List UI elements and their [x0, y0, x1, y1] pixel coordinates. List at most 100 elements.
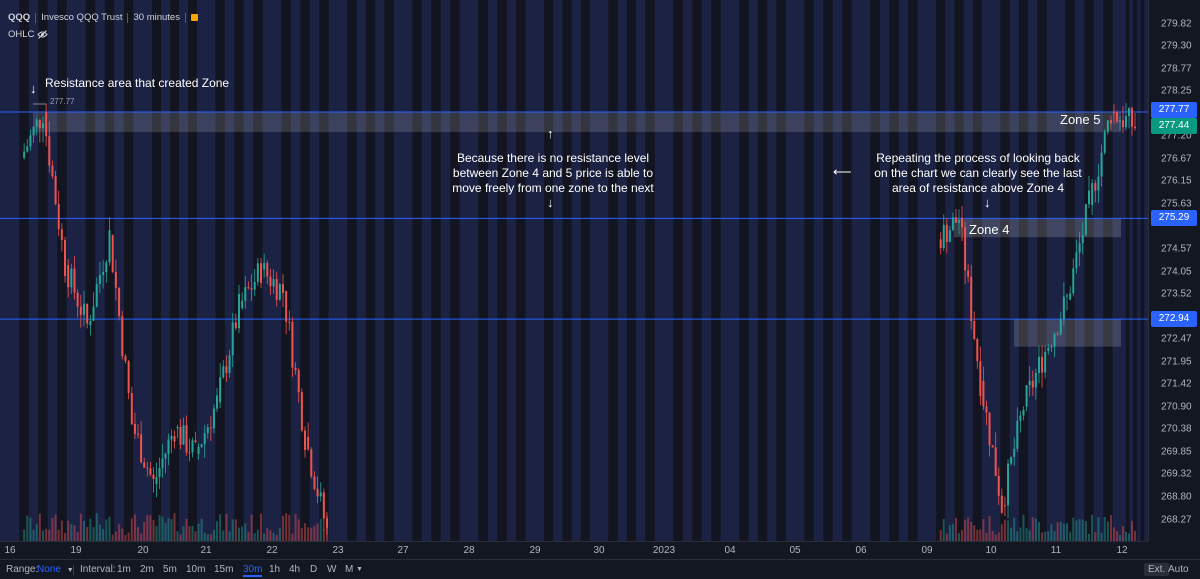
session-band	[991, 0, 1001, 541]
session-band	[525, 0, 535, 541]
volume-bar	[23, 529, 26, 541]
candle-body	[1010, 456, 1013, 464]
auto-scale-button[interactable]: Auto	[1168, 564, 1189, 575]
volume-bar	[310, 527, 313, 541]
candle-body	[200, 444, 203, 447]
candle-body	[67, 265, 70, 288]
candle-body	[149, 468, 152, 475]
volume-bar	[269, 530, 272, 541]
candle-body	[194, 440, 197, 443]
session-band	[785, 0, 795, 541]
candle-body	[121, 316, 124, 357]
market-status-icon	[190, 14, 198, 21]
chart-area[interactable]: QQQ Invesco QQQ Trust 30 minutes OHLC ↓ …	[0, 0, 1148, 541]
volume-bar	[1084, 520, 1087, 541]
interval-m-button[interactable]: M	[345, 564, 354, 575]
down-arrow-icon: ↓	[30, 81, 37, 96]
candle-body	[1072, 268, 1075, 294]
volume-bar	[60, 520, 63, 541]
candle-body	[158, 468, 161, 478]
volume-bar	[1007, 520, 1010, 541]
volume-bar	[105, 519, 108, 541]
session-band	[47, 0, 58, 541]
volume-bar	[95, 513, 98, 541]
interval-10m-button[interactable]: 10m	[186, 564, 206, 575]
volume-bar	[216, 521, 218, 541]
session-band	[114, 0, 124, 541]
candle-body	[173, 436, 176, 442]
volume-bar	[997, 532, 1000, 541]
volume-bar	[35, 524, 38, 541]
eye-hidden-icon[interactable]	[37, 30, 49, 39]
price-chart[interactable]	[0, 0, 1148, 541]
volume-bar	[250, 514, 253, 541]
interval-1m-button[interactable]: 1m	[117, 564, 131, 575]
candle-body	[1053, 333, 1056, 347]
candle-body	[143, 462, 146, 468]
price-tick: 279.82	[1161, 18, 1192, 30]
interval-4h-button[interactable]: 4h	[289, 564, 301, 575]
candle-body	[1081, 235, 1084, 244]
volume-bar	[994, 534, 997, 541]
candle-body	[319, 492, 322, 497]
annotation-line: Because there is no resistance level	[456, 151, 650, 165]
volume-bar	[200, 518, 203, 541]
candle-body	[170, 436, 173, 440]
candle-body	[1034, 372, 1037, 388]
volume-bar	[247, 531, 250, 541]
volume-bar	[140, 533, 143, 541]
volume-bar	[1116, 531, 1118, 541]
time-axis[interactable]: 16 19 20 21 22 23 27 28 29 30 2023 04 05 06 09 10 11 12	[0, 541, 1148, 559]
ohlc-legend[interactable]: OHLC	[8, 29, 49, 40]
volume-bar	[29, 517, 32, 541]
candle-body	[1041, 356, 1044, 373]
session-band	[1122, 0, 1126, 541]
candle-body	[1116, 112, 1118, 122]
volume-bar	[197, 523, 200, 541]
volume-bar	[111, 534, 114, 541]
up-arrow-icon: ↑	[547, 126, 554, 141]
session-band	[421, 0, 432, 541]
price-tick: 276.67	[1161, 153, 1192, 165]
range-dropdown[interactable]: None ▼	[37, 564, 74, 575]
session-band	[309, 0, 320, 541]
price-axis[interactable]: 279.82 279.30 278.77 278.25 277.20 276.67 276.…	[1148, 0, 1200, 541]
interval-5m-button[interactable]: 5m	[163, 564, 177, 575]
session-band	[945, 0, 955, 541]
volume-bar	[1094, 532, 1097, 541]
candle-body	[83, 303, 85, 315]
candle-body	[1113, 111, 1115, 113]
interval-1h-button[interactable]: 1h	[269, 564, 281, 575]
time-tick: 22	[266, 545, 278, 556]
interval-d-button[interactable]: D	[310, 564, 318, 575]
candle-body	[29, 135, 32, 147]
candle-body	[118, 287, 121, 317]
volume-bar	[121, 528, 124, 541]
volume-bar	[222, 530, 225, 541]
candle-body	[1016, 420, 1019, 449]
volume-bar	[241, 526, 244, 541]
candle-body	[297, 370, 300, 393]
candle-body	[951, 217, 954, 231]
candle-body	[228, 355, 231, 373]
extended-hours-button[interactable]: Ext.	[1144, 563, 1170, 576]
interval-15m-button[interactable]: 15m	[214, 564, 234, 575]
symbol-ticker[interactable]: QQQ	[8, 12, 31, 23]
toolbar-divider	[73, 565, 74, 575]
interval-30m-button[interactable]: 30m	[243, 564, 263, 577]
legend-divider	[127, 12, 129, 23]
volume-bar	[266, 528, 269, 541]
volume-bar	[182, 526, 185, 541]
interval-w-button[interactable]: W	[327, 564, 337, 575]
candle-body	[1019, 415, 1022, 421]
volume-bar	[1003, 519, 1006, 541]
caret-down-icon[interactable]: ▼	[356, 566, 363, 573]
interval-2m-button[interactable]: 2m	[140, 564, 154, 575]
volume-bar	[954, 517, 957, 541]
volume-bar	[260, 513, 262, 541]
session-band	[589, 0, 599, 541]
volume-bar	[967, 517, 970, 541]
volume-bar	[307, 527, 310, 541]
volume-bar	[1019, 527, 1022, 541]
candle-body	[1088, 190, 1090, 205]
